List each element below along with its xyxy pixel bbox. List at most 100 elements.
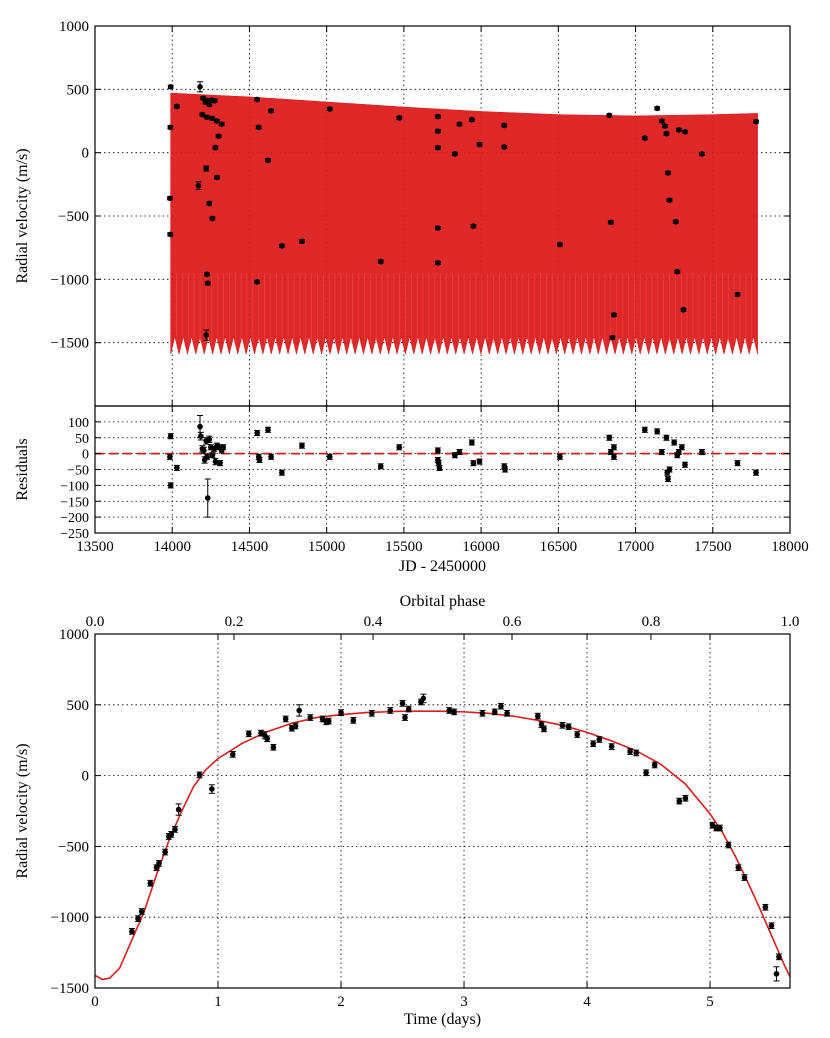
data-point bbox=[540, 725, 547, 733]
data-point bbox=[641, 135, 648, 141]
data-point bbox=[206, 200, 213, 207]
y-tick-label: 100 bbox=[68, 416, 89, 431]
point-marker bbox=[138, 908, 145, 915]
point-marker bbox=[296, 707, 302, 714]
point-marker bbox=[498, 703, 504, 710]
point-marker bbox=[420, 695, 427, 702]
data-point bbox=[138, 908, 145, 915]
data-point bbox=[676, 797, 683, 805]
rv-time-series-panel: 1000 500 0 −500 −1000 −1500 Radial velocity (m… bbox=[14, 19, 791, 407]
data-point bbox=[211, 97, 218, 104]
data-point bbox=[377, 258, 384, 265]
data-point bbox=[326, 106, 333, 112]
point-marker bbox=[215, 133, 222, 139]
data-point bbox=[206, 101, 213, 108]
data-point bbox=[502, 466, 509, 473]
data-point bbox=[282, 715, 289, 723]
data-point bbox=[215, 133, 222, 139]
data-point bbox=[651, 761, 658, 769]
top-x-tick-label: 0.8 bbox=[642, 614, 661, 630]
point-marker bbox=[682, 461, 688, 468]
y-tick-label: −1000 bbox=[51, 272, 89, 288]
data-point bbox=[387, 707, 394, 714]
data-point bbox=[268, 453, 275, 460]
data-point bbox=[716, 824, 723, 832]
point-marker bbox=[156, 860, 162, 867]
point-marker bbox=[436, 465, 443, 471]
point-marker bbox=[270, 744, 277, 751]
point-marker bbox=[195, 182, 202, 189]
point-marker bbox=[196, 772, 203, 778]
point-marker bbox=[197, 433, 204, 439]
data-point bbox=[214, 174, 221, 181]
point-marker bbox=[596, 736, 603, 743]
point-marker bbox=[209, 452, 216, 459]
point-marker bbox=[501, 144, 508, 150]
data-point bbox=[470, 223, 477, 229]
y-tick-label: 1000 bbox=[59, 19, 89, 35]
data-point bbox=[245, 730, 252, 738]
point-marker bbox=[666, 197, 673, 203]
data-point bbox=[606, 112, 613, 119]
point-marker bbox=[268, 454, 274, 460]
point-marker bbox=[292, 723, 299, 729]
data-point bbox=[401, 714, 408, 721]
data-point bbox=[663, 130, 670, 137]
point-marker bbox=[456, 449, 463, 455]
data-point bbox=[666, 466, 673, 473]
top-x-tick-label: 0.2 bbox=[225, 614, 244, 630]
data-point bbox=[607, 219, 614, 226]
point-marker bbox=[199, 111, 206, 118]
y-tick-label: 1000 bbox=[59, 627, 89, 643]
data-point bbox=[476, 141, 483, 148]
data-point bbox=[197, 431, 204, 441]
data-point bbox=[264, 735, 271, 743]
data-point bbox=[698, 151, 705, 157]
point-marker bbox=[174, 103, 180, 110]
point-marker bbox=[699, 449, 705, 455]
data-point bbox=[698, 448, 705, 456]
point-marker bbox=[168, 831, 175, 838]
x-tick-label: 2 bbox=[337, 994, 345, 1010]
point-marker bbox=[565, 723, 572, 730]
point-marker bbox=[674, 268, 681, 275]
point-marker bbox=[377, 258, 384, 265]
data-point bbox=[173, 103, 180, 110]
data-point bbox=[255, 124, 262, 131]
data-point bbox=[135, 915, 142, 922]
data-point bbox=[446, 707, 453, 714]
point-marker bbox=[741, 874, 748, 881]
point-marker bbox=[209, 215, 216, 222]
point-marker bbox=[608, 219, 614, 226]
point-marker bbox=[167, 482, 174, 489]
x-tick-label: 15500 bbox=[385, 539, 423, 555]
point-marker bbox=[350, 717, 357, 724]
point-marker bbox=[147, 880, 154, 887]
point-marker bbox=[435, 447, 441, 454]
point-marker bbox=[479, 710, 486, 717]
point-marker bbox=[214, 174, 220, 181]
data-point bbox=[674, 268, 681, 275]
data-point bbox=[479, 709, 486, 717]
x-tick-label: 1 bbox=[214, 994, 222, 1010]
point-marker bbox=[557, 241, 563, 248]
data-point bbox=[166, 195, 173, 202]
data-point bbox=[254, 429, 261, 437]
point-marker bbox=[682, 128, 688, 135]
data-point bbox=[155, 860, 162, 867]
point-marker bbox=[279, 469, 285, 476]
point-marker bbox=[608, 449, 614, 455]
point-marker bbox=[174, 465, 180, 471]
data-point bbox=[565, 723, 572, 731]
data-point bbox=[350, 717, 357, 724]
data-point bbox=[501, 122, 508, 129]
data-point bbox=[434, 225, 441, 231]
point-marker bbox=[255, 124, 262, 131]
data-point bbox=[610, 453, 617, 460]
data-point bbox=[456, 121, 463, 127]
data-point bbox=[338, 709, 345, 716]
point-marker bbox=[659, 449, 665, 455]
data-point bbox=[682, 794, 689, 802]
point-marker bbox=[776, 954, 782, 960]
point-marker bbox=[204, 454, 210, 460]
